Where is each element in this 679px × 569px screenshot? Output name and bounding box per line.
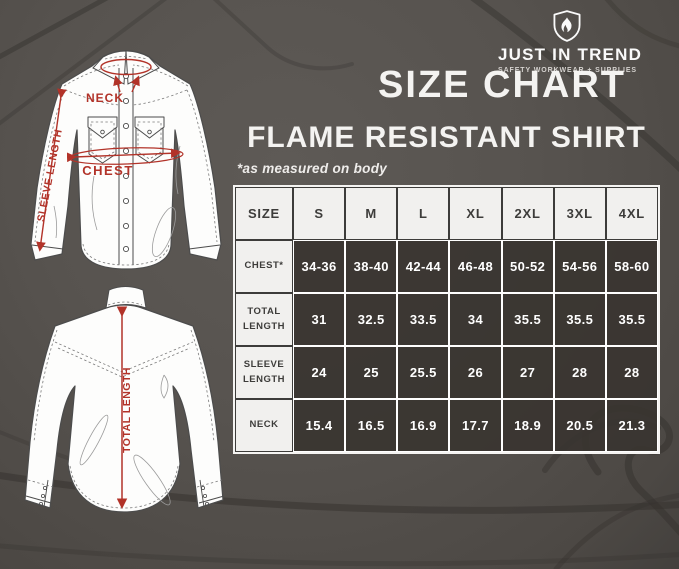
brand-logo: JUST IN TREND SAFETY WORKWEAR + SUPPLIES	[498, 10, 643, 74]
size-cell: 34	[449, 293, 502, 346]
col-header-3xl: 3XL	[553, 187, 606, 240]
col-header-4xl: 4XL	[605, 187, 658, 240]
size-cell: 35.5	[553, 293, 606, 346]
brand-tagline: SAFETY WORKWEAR + SUPPLIES	[498, 67, 637, 74]
size-cell: 32.5	[345, 293, 398, 346]
size-cell: 38-40	[345, 240, 398, 293]
size-cell: 34-36	[293, 240, 346, 293]
front-shirt-diagram: NECK CHEST SLEEVE LENGTH	[30, 50, 222, 270]
row-label-neck: NECK	[235, 399, 293, 452]
size-cell: 24	[293, 346, 346, 399]
row-label-sleeve-length: SLEEVE LENGTH	[235, 346, 293, 399]
size-cell: 25.5	[397, 346, 450, 399]
back-shirt-diagram: TOTAL LENGTH	[24, 286, 225, 513]
col-header-l: L	[397, 187, 450, 240]
size-cell: 26	[449, 346, 502, 399]
row-label-total-length: TOTAL LENGTH	[235, 293, 293, 346]
table-row-total-length: TOTAL LENGTH 31 32.5 33.5 34 35.5 35.5 3…	[235, 293, 658, 346]
size-cell: 28	[553, 346, 606, 399]
size-cell: 42-44	[397, 240, 450, 293]
size-cell: 31	[293, 293, 346, 346]
col-header-xl: XL	[449, 187, 502, 240]
size-cell: 35.5	[605, 293, 658, 346]
row-label-chest: CHEST*	[235, 240, 293, 293]
chest-label: CHEST	[82, 163, 134, 178]
size-cell: 54-56	[553, 240, 606, 293]
page-subtitle: FLAME RESISTANT SHIRT	[247, 121, 646, 154]
col-header-s: S	[293, 187, 346, 240]
size-cell: 16.9	[397, 399, 450, 452]
size-cell: 33.5	[397, 293, 450, 346]
table-header-row: SIZE S M L XL 2XL 3XL 4XL	[235, 187, 658, 240]
size-cell: 20.5	[553, 399, 606, 452]
size-cell: 35.5	[501, 293, 554, 346]
col-header-2xl: 2XL	[501, 187, 554, 240]
size-cell: 46-48	[449, 240, 502, 293]
size-cell: 16.5	[345, 399, 398, 452]
neck-label: NECK	[86, 91, 124, 105]
size-cell: 15.4	[293, 399, 346, 452]
size-cell: 17.7	[449, 399, 502, 452]
col-header-m: M	[345, 187, 398, 240]
size-chart-table: SIZE S M L XL 2XL 3XL 4XL CHEST* 34-36 3…	[233, 185, 660, 454]
size-cell: 50-52	[501, 240, 554, 293]
size-cell: 18.9	[501, 399, 554, 452]
size-cell: 58-60	[605, 240, 658, 293]
size-cell: 25	[345, 346, 398, 399]
front-shirt-outline	[30, 50, 222, 270]
col-header-size: SIZE	[235, 187, 293, 240]
table-row-sleeve-length: SLEEVE LENGTH 24 25 25.5 26 27 28 28	[235, 346, 658, 399]
size-cell: 27	[501, 346, 554, 399]
size-cell: 21.3	[605, 399, 658, 452]
shield-flame-icon	[553, 10, 581, 42]
size-cell: 28	[605, 346, 658, 399]
page-title: SIZE CHART	[378, 64, 626, 106]
brand-name: JUST IN TREND	[498, 45, 643, 64]
table-row-neck: NECK 15.4 16.5 16.9 17.7 18.9 20.5 21.3	[235, 399, 658, 452]
measurement-note: *as measured on body	[237, 161, 388, 176]
table-row-chest: CHEST* 34-36 38-40 42-44 46-48 50-52 54-…	[235, 240, 658, 293]
total-length-label: TOTAL LENGTH	[121, 367, 133, 453]
